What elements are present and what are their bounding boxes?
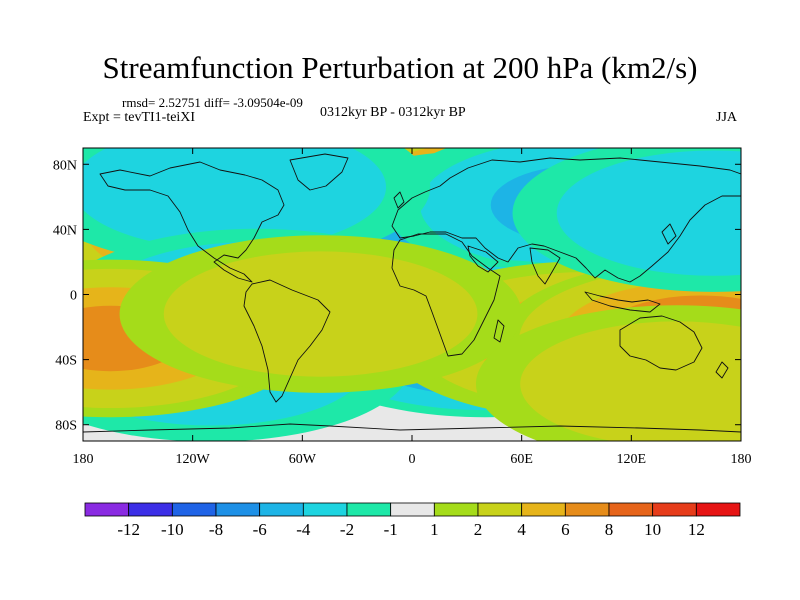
- contour-fill: [556, 150, 741, 276]
- lat-label: 0: [70, 289, 77, 304]
- coast-madagascar: [493, 319, 505, 343]
- coastlines: [83, 153, 741, 433]
- contour-fill: [163, 251, 478, 377]
- coast-greenland: [289, 153, 349, 191]
- colorbar-swatch: [84, 502, 130, 517]
- coast-north-america: [99, 161, 285, 283]
- colorbar-swatch: [564, 502, 610, 517]
- coast-arabia: [467, 245, 499, 273]
- coast-south-america: [243, 279, 331, 403]
- colorbar-swatch: [171, 502, 217, 517]
- coast-indonesia: [584, 291, 661, 313]
- rmsd-stats: rmsd= 2.52751 diff= -3.09504e-09: [122, 95, 303, 110]
- experiment-label: Expt = tevTI1-teiXI: [83, 110, 196, 125]
- lon-label: 180: [731, 452, 752, 467]
- colorbar-label: -8: [209, 520, 223, 539]
- colorbar-label: -12: [117, 520, 140, 539]
- anomaly-17: [476, 305, 741, 441]
- lat-label: 40S: [55, 354, 77, 369]
- coast-british-isles: [393, 191, 405, 209]
- lon-label: 0: [409, 452, 416, 467]
- page-title: Streamfunction Perturbation at 200 hPa (…: [102, 50, 698, 85]
- season-label: JJA: [716, 110, 738, 125]
- colorbar-swatch: [215, 502, 261, 517]
- colorbar-label: 2: [474, 520, 483, 539]
- lon-label: 120W: [176, 452, 211, 467]
- coast-japan: [661, 223, 677, 245]
- lon-label: 180: [73, 452, 94, 467]
- coast-antarctica: [83, 423, 741, 433]
- colorbar-label: 6: [561, 520, 570, 539]
- colorbar-label: -2: [340, 520, 354, 539]
- colorbar-label: -4: [296, 520, 311, 539]
- colorbar-swatch: [652, 502, 697, 517]
- lon-label: 60E: [510, 452, 533, 467]
- lon-label: 60W: [289, 452, 317, 467]
- coast-india: [529, 247, 561, 285]
- lat-label: 80S: [55, 419, 77, 434]
- colorbar-label: -1: [384, 520, 398, 539]
- colorbar-swatch: [608, 502, 654, 517]
- colorbar-label: 4: [517, 520, 526, 539]
- coast-africa: [391, 233, 501, 357]
- colorbar-swatch: [433, 502, 479, 517]
- colorbar-label: -10: [161, 520, 184, 539]
- lat-label: 80N: [53, 158, 77, 173]
- coast-eurasia: [391, 157, 741, 283]
- colorbar-swatch: [346, 502, 392, 517]
- colorbar-swatch: [390, 502, 435, 517]
- colorbar-swatch: [128, 502, 173, 517]
- colorbar: -12 -10 -8 -6 -4 -2 -1 1 2 4 6 8 10 12: [84, 502, 741, 539]
- period-label: 0312kyr BP - 0312kyr BP: [320, 105, 466, 120]
- colorbar-label: -6: [253, 520, 267, 539]
- colorbar-label: 1: [430, 520, 439, 539]
- lon-label: 120E: [617, 452, 647, 467]
- map-axes: 80N 40N 0 40S 80S 180 120W 60W 0 60E 120E 180: [53, 148, 752, 467]
- colorbar-label: 10: [644, 520, 661, 539]
- contour-fill: [83, 148, 386, 250]
- colorbar-swatch: [477, 502, 523, 517]
- coast-australia: [619, 315, 703, 371]
- lat-label: 40N: [53, 223, 77, 238]
- coast-new-zealand: [715, 361, 729, 379]
- anomaly-15: [119, 235, 522, 393]
- contour-fill: [520, 321, 741, 441]
- colorbar-swatch: [695, 502, 741, 517]
- colorbar-swatch: [521, 502, 566, 517]
- colorbar-label: 12: [688, 520, 705, 539]
- colorbar-swatch: [302, 502, 348, 517]
- colorbar-label: 8: [605, 520, 614, 539]
- colorbar-swatch: [259, 502, 304, 517]
